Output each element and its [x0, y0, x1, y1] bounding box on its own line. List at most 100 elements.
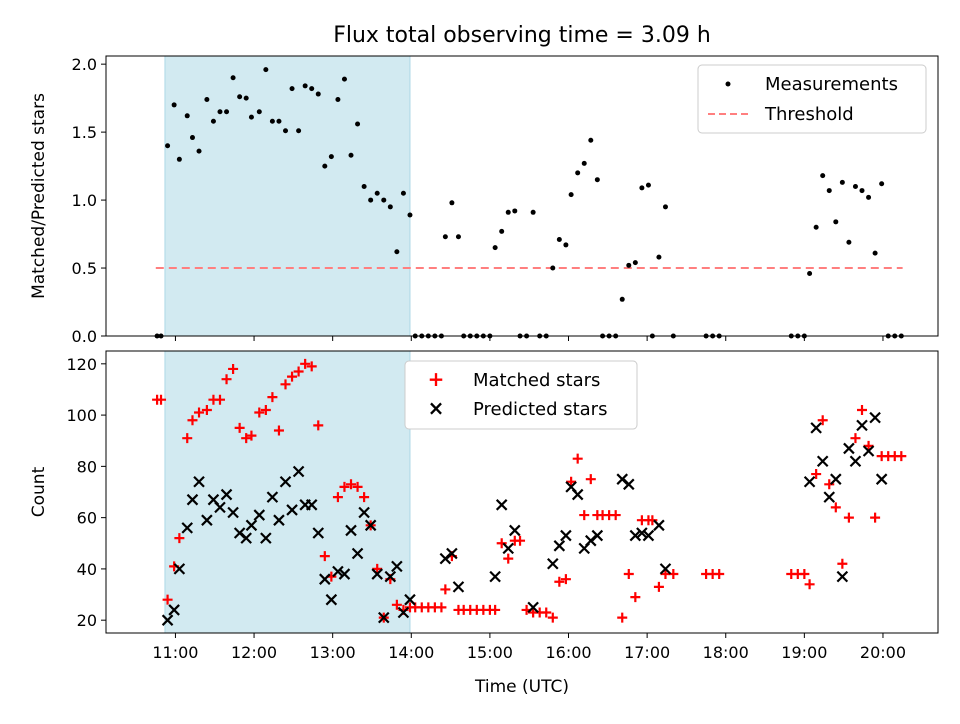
shaded-interval: [164, 350, 411, 634]
y-tick-label: 1.0: [72, 191, 97, 210]
predicted-star-point: [279, 475, 292, 488]
measurement-point: [302, 83, 308, 89]
x-axis-label: Time (UTC): [474, 677, 569, 697]
predicted-star-point: [571, 488, 584, 501]
matched-star-point: [503, 553, 514, 564]
measurement-point: [322, 163, 328, 169]
predicted-star-point: [803, 475, 816, 488]
measurement-point: [176, 156, 182, 162]
matched-star-point: [837, 558, 848, 569]
predicted-star-point: [527, 601, 539, 614]
shaded-interval: [164, 55, 411, 337]
measurement-point: [335, 96, 341, 102]
predicted-star-point: [636, 527, 648, 539]
measurement-point: [276, 118, 282, 124]
predicted-star-point: [319, 573, 331, 585]
measurement-point: [568, 192, 574, 198]
predicted-star-point: [201, 514, 213, 526]
measurement-point: [626, 262, 632, 268]
y-axis-label: Count: [29, 466, 49, 517]
matched-star-point: [234, 422, 245, 433]
predicted-star-point: [292, 465, 305, 478]
measurement-point: [852, 183, 858, 189]
bottom-panel: 20 40 60 80 100 120 11:00 12:00 13:00 14:00 15:00 1…: [29, 350, 939, 697]
measurement-point: [813, 224, 819, 230]
y-tick-label: 60: [77, 509, 97, 528]
predicted-star-point: [659, 563, 672, 575]
measurement-point: [171, 102, 177, 108]
predicted-star-point: [843, 442, 855, 455]
matched-star-point: [515, 535, 526, 546]
measurement-point: [263, 67, 269, 73]
x-tick-label: 17:00: [624, 643, 670, 662]
y-tick-label: 40: [77, 560, 97, 579]
x-tick-label: 14:00: [388, 643, 434, 662]
predicted-star-point: [358, 506, 370, 519]
measurement-point: [374, 190, 380, 196]
predicted-star-point: [623, 478, 635, 491]
matched-star-point: [214, 394, 225, 405]
matched-star-point: [547, 612, 558, 623]
measurement-point: [449, 200, 455, 206]
matched-star-point: [843, 512, 854, 523]
predicted-star-point: [325, 593, 338, 606]
x-tick-label: 20:00: [860, 643, 906, 662]
matched-star-point: [799, 569, 810, 580]
predicted-star-point: [181, 522, 194, 534]
predicted-star-point: [547, 558, 559, 570]
predicted-star-point: [345, 524, 357, 537]
x-tick-label: 12:00: [231, 643, 277, 662]
measurement-point: [594, 177, 600, 183]
measurement-point: [387, 204, 393, 210]
predicted-star-point: [384, 570, 397, 583]
measurement-point: [581, 160, 587, 166]
measurement-point: [196, 148, 202, 154]
matched-star-point: [436, 602, 447, 613]
measurement-point: [505, 209, 511, 215]
matched-star-point: [319, 551, 330, 562]
measurement-point: [217, 109, 223, 115]
measurement-point: [632, 260, 638, 266]
measurement-point: [619, 296, 625, 302]
matched-star-point: [352, 481, 363, 492]
legend-matched-marker: +: [428, 367, 445, 391]
matched-star-point: [391, 599, 402, 610]
predicted-star-point: [245, 519, 258, 532]
matched-star-point: [174, 533, 185, 544]
x-tick-label: 11:00: [152, 643, 198, 662]
predicted-star-point: [452, 581, 465, 593]
predicted-star-point: [338, 568, 351, 580]
measurement-point: [224, 109, 230, 115]
predicted-star-point: [260, 532, 272, 544]
predicted-star-point: [502, 542, 515, 555]
bottom-legend-frame: [404, 360, 638, 430]
x-tick-label: 13:00: [310, 643, 356, 662]
measurement-point: [826, 188, 832, 194]
y-tick-label: 0.0: [72, 327, 97, 346]
predicted-star-point: [397, 606, 410, 619]
measurement-point: [381, 197, 387, 203]
measurement-point: [204, 96, 210, 102]
predicted-star-point: [875, 473, 888, 485]
matched-star-point: [811, 469, 822, 480]
matched-star-point: [228, 363, 239, 374]
matched-star-point: [332, 492, 343, 503]
measurement-point: [455, 234, 461, 240]
measurement-point: [820, 173, 826, 179]
matched-star-point: [490, 604, 501, 615]
matched-star-point: [313, 420, 324, 431]
predicted-star-point: [830, 473, 842, 485]
predicted-star-point: [862, 445, 875, 457]
measurement-point: [662, 204, 668, 210]
predicted-star-point: [377, 611, 390, 624]
matched-star-point: [610, 510, 621, 521]
measurement-point: [639, 185, 645, 191]
y-tick-label: 80: [77, 457, 97, 476]
matched-star-point: [346, 479, 357, 490]
y-tick-label: 1.5: [72, 123, 97, 142]
predicted-star-point: [371, 568, 383, 580]
predicted-star-point: [560, 529, 572, 542]
measurement-point: [530, 209, 536, 215]
predicted-star-point: [856, 419, 868, 432]
